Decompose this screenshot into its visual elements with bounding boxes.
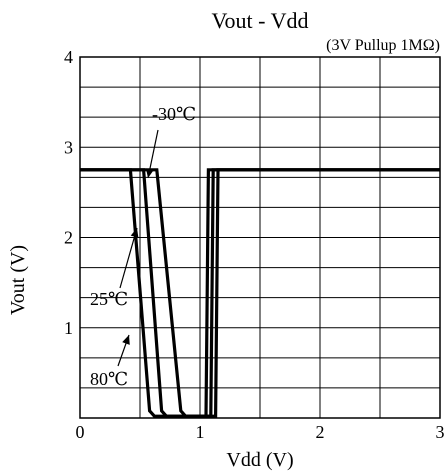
x-tick-label: 0 xyxy=(76,422,85,442)
annotation-arrowhead xyxy=(122,335,130,345)
x-tick-label: 2 xyxy=(316,422,325,442)
annotation-arrowhead xyxy=(130,228,139,238)
y-tick-label: 4 xyxy=(64,47,73,67)
x-tick-label: 3 xyxy=(436,422,445,442)
chart-subtitle: (3V Pullup 1MΩ) xyxy=(326,37,440,54)
y-axis-label: Vout (V) xyxy=(7,245,29,315)
annotation-arrowhead xyxy=(145,168,154,178)
x-tick-labels: 0 1 2 3 xyxy=(76,422,445,442)
chart-title: Vout - Vdd xyxy=(212,8,309,33)
plot-frame xyxy=(79,56,441,419)
y-tick-label: 3 xyxy=(64,137,73,157)
annotation-arrow xyxy=(119,227,138,289)
y-tick-labels: 1 2 3 4 xyxy=(64,47,73,338)
x-tick-label: 1 xyxy=(196,422,205,442)
y-tick-label: 1 xyxy=(64,318,73,338)
grid xyxy=(79,56,441,419)
annotation-label: 25℃ xyxy=(90,289,128,309)
y-tick-label: 2 xyxy=(64,228,73,248)
series-line-3 xyxy=(80,168,440,418)
series-group xyxy=(80,168,440,418)
annotations: -30℃ 25℃ 80℃ xyxy=(90,104,196,389)
annotation-label: -30℃ xyxy=(152,104,196,124)
x-axis-label: Vdd (V) xyxy=(226,449,293,471)
annotation-label: 80℃ xyxy=(90,369,128,389)
